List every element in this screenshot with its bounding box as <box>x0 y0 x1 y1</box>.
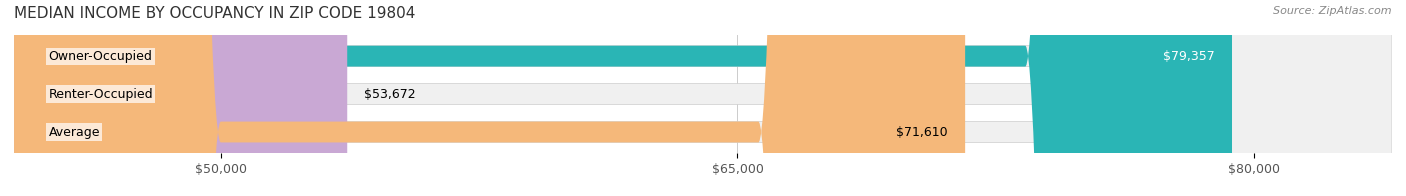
Text: Average: Average <box>48 125 100 139</box>
Text: $53,672: $53,672 <box>364 88 416 101</box>
FancyBboxPatch shape <box>14 0 965 196</box>
Text: MEDIAN INCOME BY OCCUPANCY IN ZIP CODE 19804: MEDIAN INCOME BY OCCUPANCY IN ZIP CODE 1… <box>14 6 415 21</box>
Text: Renter-Occupied: Renter-Occupied <box>48 88 153 101</box>
FancyBboxPatch shape <box>14 0 1392 196</box>
FancyBboxPatch shape <box>14 0 1392 196</box>
Text: $71,610: $71,610 <box>896 125 948 139</box>
Text: Source: ZipAtlas.com: Source: ZipAtlas.com <box>1274 6 1392 16</box>
FancyBboxPatch shape <box>14 0 1392 196</box>
Text: $79,357: $79,357 <box>1163 50 1215 63</box>
Text: Owner-Occupied: Owner-Occupied <box>48 50 152 63</box>
FancyBboxPatch shape <box>14 0 347 196</box>
FancyBboxPatch shape <box>14 0 1232 196</box>
